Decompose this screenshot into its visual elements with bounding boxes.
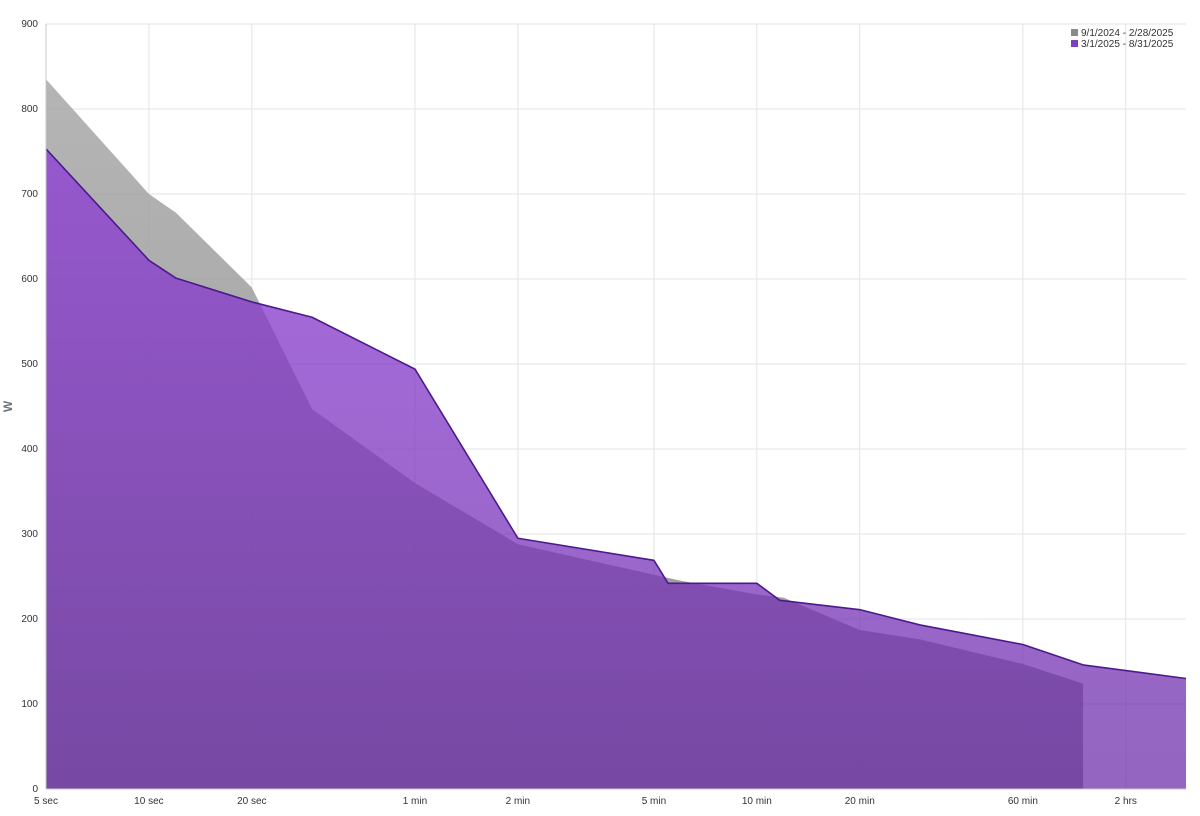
- x-tick-label: 1 min: [403, 796, 427, 807]
- series-area-2: [46, 148, 1186, 789]
- y-tick-label: 700: [21, 189, 38, 200]
- y-tick-label: 200: [21, 614, 38, 625]
- y-tick-label: 0: [32, 784, 38, 795]
- y-tick-label: 400: [21, 444, 38, 455]
- legend-swatch-1: [1071, 29, 1078, 36]
- y-axis-title: W: [1, 400, 15, 412]
- y-tick-label: 500: [21, 359, 38, 370]
- x-tick-label: 10 sec: [134, 796, 163, 807]
- y-tick-label: 600: [21, 274, 38, 285]
- x-tick-label: 2 min: [506, 796, 530, 807]
- x-tick-label: 5 min: [642, 796, 666, 807]
- x-tick-label: 2 hrs: [1115, 796, 1137, 807]
- y-tick-label: 900: [21, 19, 38, 30]
- x-tick-label: 5 sec: [34, 796, 58, 807]
- x-tick-label: 60 min: [1008, 796, 1038, 807]
- legend-label-1: 9/1/2024 - 2/28/2025: [1081, 28, 1174, 39]
- series-line-2: [45, 148, 1187, 680]
- axes: 0 100 200 300 400 500 600 700 800 900 5 sec 10 sec 2…: [1, 19, 1186, 807]
- series-areas: [45, 79, 1187, 789]
- y-tick-label: 800: [21, 104, 38, 115]
- x-tick-label: 20 sec: [237, 796, 266, 807]
- x-tick-label: 10 min: [742, 796, 772, 807]
- y-tick-label: 100: [21, 699, 38, 710]
- legend-label-2: 3/1/2025 - 8/31/2025: [1081, 39, 1174, 50]
- y-tick-label: 300: [21, 529, 38, 540]
- legend-swatch-2: [1071, 40, 1078, 47]
- x-tick-label: 20 min: [845, 796, 875, 807]
